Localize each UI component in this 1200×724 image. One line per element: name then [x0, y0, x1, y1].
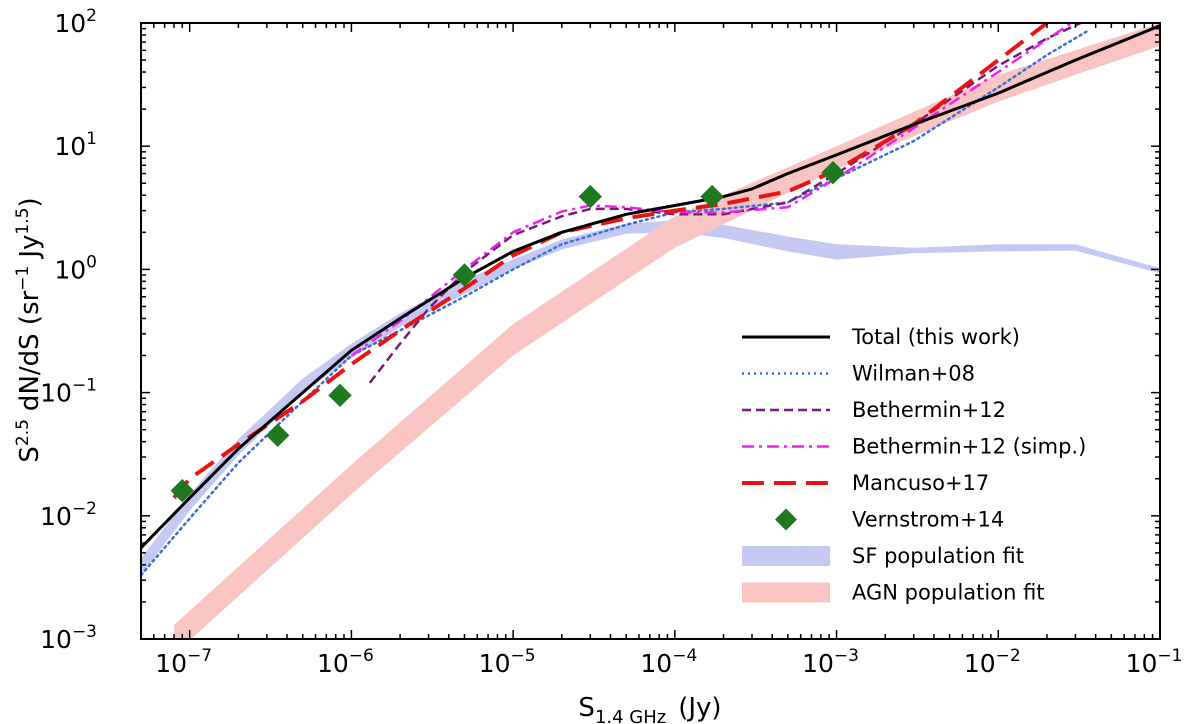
points-layer [170, 160, 845, 503]
total-this-work-line [141, 24, 1160, 549]
bethermin-12-simp-line [350, 23, 1074, 357]
y-tick-label: 10−3 [40, 622, 97, 654]
legend-item-bethermin-12: Bethermin+12 [742, 398, 1006, 422]
legend-item-vernstrom-14: Vernstrom+14 [775, 508, 1004, 532]
legend: Total (this work) Wilman+08 Bethermin+12 Be… [742, 325, 1086, 605]
x-tick-label: 10−2 [964, 646, 1021, 678]
y-tick-label: 10−2 [40, 499, 97, 531]
x-tick-label: 10−3 [802, 646, 859, 678]
legend-swatch [742, 582, 830, 603]
y-axis-label: S2.5dN/dS (sr−1Jy1.5) [13, 197, 45, 462]
vernstrom-point [170, 478, 194, 503]
vernstrom-point [452, 263, 477, 287]
x-tick-label: 10−6 [317, 646, 374, 678]
x-tick-label: 10−4 [640, 646, 697, 678]
legend-item-agn-population-fit: AGN population fit [742, 581, 1045, 605]
x-tick-label: 10−1 [1126, 646, 1183, 678]
x-tick-label: 10−7 [155, 646, 212, 678]
vernstrom-point [821, 160, 845, 185]
legend-swatch [742, 546, 830, 566]
legend-label: AGN population fit [852, 581, 1045, 605]
vernstrom-point [328, 383, 352, 408]
y-tick-label: 100 [54, 252, 97, 284]
legend-label: Bethermin+12 (simp.) [852, 435, 1086, 459]
legend-label: Wilman+08 [852, 362, 975, 386]
legend-label: Vernstrom+14 [852, 508, 1004, 532]
mancuso-17-line [172, 23, 1049, 500]
legend-item-sf-population-fit: SF population fit [742, 544, 1024, 568]
legend-label: Total (this work) [851, 325, 1020, 349]
legend-label: Bethermin+12 [852, 398, 1006, 422]
legend-item-total-this-work: Total (this work) [742, 325, 1020, 349]
x-tick-labels: 10−7 10−6 10−5 10−4 10−3 10−2 10−1 [155, 646, 1182, 678]
y-tick-label: 102 [54, 6, 97, 38]
y-tick-labels: 10−3 10−2 10−1 100 101 102 [40, 6, 97, 654]
series-layer [141, 23, 1160, 577]
legend-item-bethermin-12-simp: Bethermin+12 (simp.) [742, 435, 1086, 459]
plot-background [141, 23, 1160, 639]
y-tick-label: 10−1 [40, 376, 97, 408]
legend-item-wilman-08: Wilman+08 [742, 362, 975, 386]
vernstrom-point [578, 184, 602, 209]
x-tick-label: 10−5 [479, 646, 536, 678]
vernstrom-point [700, 184, 724, 209]
legend-label: SF population fit [852, 544, 1024, 568]
legend-swatch [775, 508, 797, 531]
y-tick-label: 101 [54, 129, 97, 161]
wilman-08-line [141, 30, 1088, 577]
ticks-layer [140, 22, 1161, 640]
legend-item-mancuso-17: Mancuso+17 [742, 471, 989, 495]
legend-label: Mancuso+17 [852, 471, 989, 495]
x-axis-label: S1.4 GHz (Jy) [578, 693, 721, 724]
vernstrom-point [265, 423, 290, 448]
